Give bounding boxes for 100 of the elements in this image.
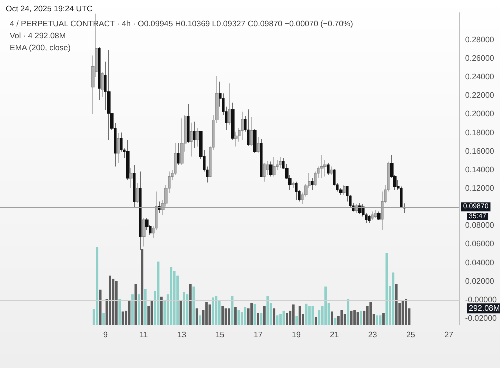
candlestick bbox=[247, 109, 250, 146]
bar bbox=[382, 313, 385, 325]
x-tick-label: 9 bbox=[103, 330, 108, 340]
candlestick bbox=[327, 163, 330, 176]
candlestick bbox=[133, 164, 136, 209]
bar bbox=[109, 276, 112, 325]
candlestick bbox=[234, 132, 238, 148]
candlestick bbox=[193, 122, 196, 149]
candlestick bbox=[139, 171, 142, 250]
bar bbox=[376, 316, 379, 325]
x-tick-label: 19 bbox=[292, 330, 302, 340]
text: 292.08M bbox=[469, 304, 500, 314]
bar bbox=[250, 303, 254, 325]
x-tick-label: 25 bbox=[406, 330, 416, 340]
bar bbox=[141, 249, 144, 325]
candlestick bbox=[117, 133, 120, 164]
candlestick bbox=[377, 211, 381, 220]
bar bbox=[286, 313, 288, 325]
candlestick bbox=[311, 178, 314, 190]
candlestick bbox=[295, 182, 298, 200]
annotation: Oct 24, 2025 19:24 UTC bbox=[6, 4, 93, 14]
candlestick bbox=[107, 50, 111, 141]
candlestick bbox=[98, 47, 101, 101]
candlestick bbox=[196, 128, 200, 148]
y-tick-label: -0.00000 bbox=[465, 295, 498, 304]
bar bbox=[360, 310, 362, 325]
bar bbox=[347, 299, 350, 325]
annotation: 4 / PERPETUAL CONTRACT · 4h · O0.09945 H0.10369 L0.09327 C0.09870 −0.00070 (−0.70%) bbox=[10, 20, 354, 28]
x-tick-label: 13 bbox=[178, 330, 188, 340]
bar bbox=[257, 313, 260, 325]
bar bbox=[350, 310, 353, 325]
bar bbox=[132, 294, 134, 325]
y-tick-label: 0.18000 bbox=[465, 128, 495, 138]
bar bbox=[173, 271, 176, 325]
x-tick-label: 15 bbox=[216, 330, 226, 340]
y-tick-label: 0.06000 bbox=[465, 240, 495, 249]
y-tick-label: 0.20000 bbox=[465, 110, 495, 119]
candlestick bbox=[257, 137, 260, 154]
candlestick bbox=[374, 210, 378, 219]
bar bbox=[280, 314, 282, 325]
candlestick bbox=[187, 104, 190, 144]
candlestick bbox=[343, 184, 346, 196]
bar bbox=[115, 281, 118, 325]
candlestick bbox=[101, 72, 104, 98]
bar bbox=[298, 306, 302, 325]
bar bbox=[324, 286, 328, 325]
candlestick bbox=[320, 154, 324, 179]
candlestick bbox=[260, 139, 263, 178]
bar bbox=[234, 307, 237, 325]
candlestick bbox=[314, 171, 317, 186]
candlestick bbox=[129, 168, 133, 189]
bar bbox=[122, 312, 124, 325]
y-tick-label: 0.24000 bbox=[465, 72, 495, 82]
bar bbox=[186, 294, 189, 325]
bar bbox=[192, 286, 196, 325]
bar bbox=[392, 272, 395, 325]
candlestick bbox=[180, 118, 184, 166]
candlestick bbox=[269, 161, 273, 178]
candlestick bbox=[241, 112, 244, 141]
x-tick-label: 23 bbox=[368, 330, 378, 340]
bar bbox=[296, 316, 298, 325]
candlestick bbox=[250, 117, 254, 146]
bar bbox=[238, 310, 240, 325]
candlestick bbox=[136, 183, 139, 204]
candlestick bbox=[273, 157, 276, 178]
bar bbox=[363, 310, 366, 325]
y-tick-label: 0.22000 bbox=[465, 91, 495, 100]
bar bbox=[405, 299, 408, 325]
bar bbox=[273, 308, 276, 325]
candlestick bbox=[368, 214, 371, 224]
bar bbox=[228, 308, 230, 325]
bar bbox=[263, 306, 266, 325]
bar bbox=[340, 310, 344, 325]
y-tick-label: 0.08000 bbox=[465, 221, 495, 230]
bar bbox=[196, 308, 198, 325]
bar bbox=[318, 310, 321, 325]
y-tick-label: 0.12000 bbox=[465, 184, 495, 193]
bar bbox=[244, 307, 247, 325]
candlestick bbox=[228, 83, 231, 126]
candlestick bbox=[142, 218, 146, 248]
bar bbox=[224, 308, 228, 325]
bar bbox=[183, 292, 186, 325]
candlestick bbox=[263, 163, 266, 182]
bar bbox=[189, 284, 192, 325]
candlestick bbox=[371, 211, 374, 220]
bar bbox=[138, 294, 140, 325]
bar bbox=[402, 300, 404, 325]
bar bbox=[370, 302, 372, 325]
candlestick bbox=[231, 102, 235, 141]
y-tick-label: 0.26000 bbox=[465, 54, 495, 63]
candlestick bbox=[279, 157, 282, 169]
bar bbox=[144, 289, 147, 325]
candlestick bbox=[177, 143, 180, 166]
bar bbox=[212, 298, 214, 325]
bar bbox=[160, 296, 163, 325]
bar bbox=[222, 306, 224, 325]
bar bbox=[112, 278, 115, 325]
bar bbox=[266, 296, 270, 325]
x-tick-label: 11 bbox=[140, 330, 149, 340]
bar bbox=[118, 299, 122, 325]
